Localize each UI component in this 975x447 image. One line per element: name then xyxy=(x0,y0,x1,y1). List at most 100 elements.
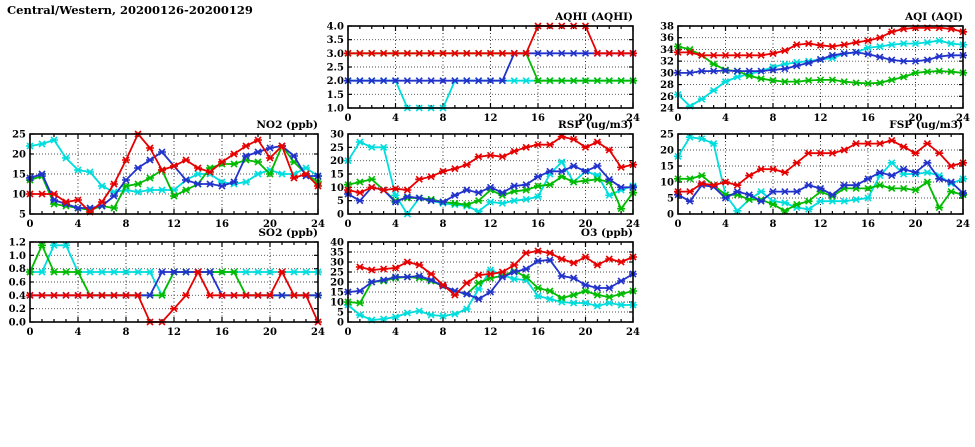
x-tick-label: 4 xyxy=(722,219,729,230)
x-tick-label: 24 xyxy=(956,219,970,230)
y-tick-label: 5 xyxy=(19,210,26,221)
x-tick-label: 24 xyxy=(626,113,640,124)
x-tick-label: 8 xyxy=(770,219,777,230)
gridlines xyxy=(348,242,633,322)
chart-fsp: 0 4 8 12 16 20 24 0 5 10 15 20 25 xyxy=(660,130,970,231)
plot-border xyxy=(677,25,964,109)
y-tick-label: 0 xyxy=(337,318,344,329)
y-tick-label: 0.6 xyxy=(9,278,26,289)
y-tick-label: 15 xyxy=(330,288,344,299)
x-tick-label: 4 xyxy=(75,219,82,230)
y-tick-label: 25 xyxy=(330,143,344,154)
chart-rsp: 0 4 8 12 16 20 24 0 5 10 15 20 25 30 xyxy=(330,130,640,231)
chart-no2: 0 4 8 12 16 20 24 5 10 15 20 25 xyxy=(12,130,325,231)
chart-title-aqhi: AQHI (AQHI) xyxy=(555,11,633,23)
page-title: Central/Western, 20200126-20200129 xyxy=(7,3,253,17)
y-tick-label: 30 xyxy=(660,68,674,79)
x-tick-label: 12 xyxy=(814,219,828,230)
x-tick-label: 8 xyxy=(123,219,130,230)
x-tick-label: 24 xyxy=(311,327,325,338)
plot-border xyxy=(677,133,964,215)
series-markers-green xyxy=(26,142,322,214)
series-line-red xyxy=(30,270,319,323)
x-tick-label: 20 xyxy=(909,219,923,230)
x-tick-label: 20 xyxy=(579,219,593,230)
y-tick-label: 0.2 xyxy=(9,304,26,315)
gridlines xyxy=(30,134,318,214)
x-tick-label: 12 xyxy=(484,219,498,230)
y-tick-label: 0 xyxy=(667,210,674,221)
y-tick-label: 1.5 xyxy=(327,90,344,101)
y-tick-label: 28 xyxy=(660,80,674,91)
y-tick-label: 1.0 xyxy=(9,251,26,262)
series-line-green xyxy=(347,175,634,211)
series-markers-cyan xyxy=(674,37,967,110)
x-tick-label: 20 xyxy=(263,327,277,338)
y-tick-label: 15 xyxy=(660,162,674,173)
y-tick-label: 30 xyxy=(330,130,344,141)
plot-border xyxy=(347,241,634,323)
y-tick-label: 25 xyxy=(12,130,26,141)
x-tick-label: 4 xyxy=(722,113,729,124)
x-tick-label: 16 xyxy=(531,219,545,230)
y-tick-label: 0.0 xyxy=(9,318,26,329)
chart-title-fsp: FSP (ug/m3) xyxy=(889,119,963,131)
chart-aqhi: 0 4 8 12 16 20 24 1.0 1.5 2.0 2.5 3.0 3.5 4.0 xyxy=(327,22,640,125)
y-tick-label: 1.0 xyxy=(327,104,344,115)
x-tick-label: 0 xyxy=(675,113,682,124)
x-tick-label: 0 xyxy=(345,219,352,230)
x-tick-label: 12 xyxy=(167,327,181,338)
y-tick-label: 10 xyxy=(660,178,674,189)
y-tick-label: 30 xyxy=(330,258,344,269)
y-tick-label: 0.4 xyxy=(9,291,26,302)
y-tick-label: 2.5 xyxy=(327,63,344,74)
x-tick-label: 8 xyxy=(440,113,447,124)
y-tick-label: 34 xyxy=(660,45,674,56)
y-tick-label: 40 xyxy=(330,238,344,249)
chart-title-rsp: RSP (ug/m3) xyxy=(557,119,633,131)
x-tick-label: 0 xyxy=(675,219,682,230)
y-tick-label: 15 xyxy=(12,170,26,181)
y-tick-label: 5 xyxy=(337,196,344,207)
y-tick-label: 36 xyxy=(660,33,674,44)
x-tick-label: 24 xyxy=(311,219,325,230)
chart-title-no2: NO2 (ppb) xyxy=(256,119,318,131)
y-tick-label: 3.5 xyxy=(327,35,344,46)
y-tick-label: 24 xyxy=(660,104,674,115)
x-tick-label: 20 xyxy=(909,113,923,124)
y-tick-label: 10 xyxy=(12,190,26,201)
x-tick-label: 16 xyxy=(861,113,875,124)
y-tick-label: 10 xyxy=(330,298,344,309)
x-tick-label: 24 xyxy=(626,327,640,338)
y-tick-label: 35 xyxy=(330,248,344,259)
x-tick-label: 8 xyxy=(770,113,777,124)
y-tick-label: 38 xyxy=(660,22,674,33)
y-tick-label: 0 xyxy=(337,210,344,221)
chart-title-so2: SO2 (ppb) xyxy=(258,227,318,239)
x-tick-label: 20 xyxy=(263,219,277,230)
x-tick-label: 16 xyxy=(861,219,875,230)
y-tick-label: 3.0 xyxy=(327,49,344,60)
plot-border xyxy=(29,133,319,215)
plot-border xyxy=(347,25,634,109)
x-tick-label: 24 xyxy=(626,219,640,230)
y-tick-label: 20 xyxy=(330,278,344,289)
x-tick-label: 12 xyxy=(167,219,181,230)
chart-title-o3: O3 (ppb) xyxy=(580,227,633,239)
y-tick-label: 5 xyxy=(337,308,344,319)
x-tick-label: 4 xyxy=(392,113,399,124)
y-tick-label: 5 xyxy=(667,194,674,205)
y-tick-label: 26 xyxy=(660,92,674,103)
chart-title-aqi: AQI (AQI) xyxy=(904,11,963,23)
series-markers-cyan xyxy=(344,138,637,218)
x-tick-label: 8 xyxy=(440,327,447,338)
x-tick-label: 16 xyxy=(215,219,229,230)
series-markers-red xyxy=(355,247,637,299)
x-tick-label: 16 xyxy=(531,113,545,124)
x-tick-label: 0 xyxy=(345,113,352,124)
y-tick-label: 32 xyxy=(660,57,674,68)
y-tick-label: 1.2 xyxy=(9,238,26,249)
